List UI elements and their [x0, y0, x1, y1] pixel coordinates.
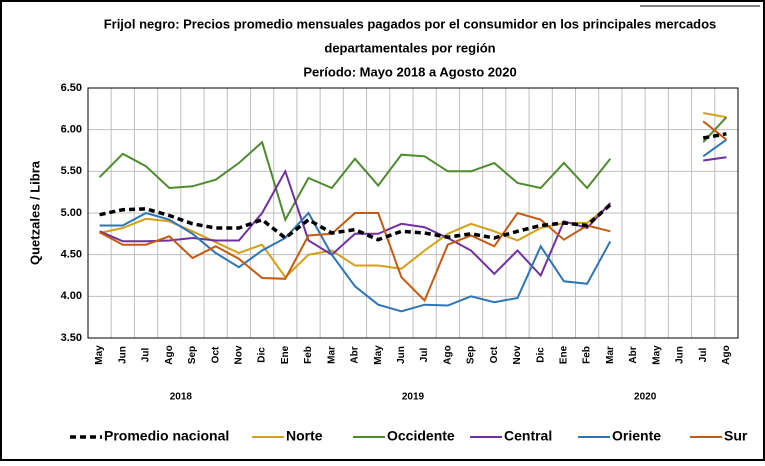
y-tick-label: 3.50 — [61, 332, 82, 344]
legend-label: Norte — [286, 428, 323, 444]
y-tick-label: 4.00 — [61, 290, 82, 302]
year-label: 2020 — [634, 392, 657, 403]
x-tick-label: Oct — [489, 346, 500, 363]
y-axis-title: Quetzales / Libra — [27, 160, 42, 265]
y-tick-label: 4.50 — [61, 249, 82, 261]
series-line — [99, 120, 728, 303]
x-tick-label: Jun — [675, 346, 686, 364]
x-tick-label: Ene — [559, 345, 570, 364]
x-tick-label: Sep — [466, 346, 477, 364]
x-tick-label: Ago — [721, 345, 732, 364]
x-tick-label: Feb — [303, 346, 314, 364]
y-tick-label: 6.50 — [61, 82, 82, 94]
y-tick-label: 6.00 — [61, 124, 82, 136]
legend-label: Occidente — [387, 428, 455, 444]
x-tick-label: Jun — [396, 346, 407, 364]
x-tick-label: Mar — [326, 346, 337, 364]
y-tick-label: 5.00 — [61, 207, 82, 219]
x-tick-label: Sep — [187, 346, 198, 364]
year-label: 2019 — [402, 392, 425, 403]
x-tick-label: Ago — [164, 345, 175, 364]
x-tick-label: Jul — [141, 348, 152, 363]
x-tick-label: Jul — [419, 348, 430, 363]
chart-title: departamentales por región — [324, 40, 495, 55]
x-tick-label: Dic — [257, 347, 268, 363]
y-tick-label: 5.50 — [61, 165, 82, 177]
x-tick-label: Nov — [512, 345, 523, 364]
series-line — [99, 132, 727, 242]
x-tick-label: Dic — [535, 347, 546, 363]
year-label: 2018 — [170, 392, 193, 403]
legend-label: Oriente — [612, 428, 661, 444]
series-line — [99, 156, 727, 278]
x-tick-label: May — [94, 345, 105, 365]
x-tick-label: Feb — [582, 346, 593, 364]
legend-label: Sur — [724, 428, 748, 444]
series-line — [99, 138, 727, 313]
x-tick-label: May — [651, 345, 662, 365]
legend-label: Central — [504, 428, 552, 444]
plot-frame — [87, 87, 739, 339]
x-tick-label: Abr — [628, 346, 639, 363]
x-tick-label: Nov — [234, 345, 245, 364]
x-tick-label: May — [373, 345, 384, 365]
x-tick-label: Jul — [698, 348, 709, 363]
x-tick-label: Oct — [210, 346, 221, 363]
chart-title: Período: Mayo 2018 a Agosto 2020 — [303, 64, 516, 79]
x-tick-label: Abr — [350, 346, 361, 363]
x-tick-label: Ago — [442, 345, 453, 364]
x-tick-label: Ene — [280, 345, 291, 364]
chart-title: Frijol negro: Precios promedio mensuales… — [104, 16, 717, 31]
x-tick-label: Jun — [117, 346, 128, 364]
legend-label: Promedio nacional — [104, 428, 229, 444]
x-tick-label: Mar — [605, 346, 616, 364]
